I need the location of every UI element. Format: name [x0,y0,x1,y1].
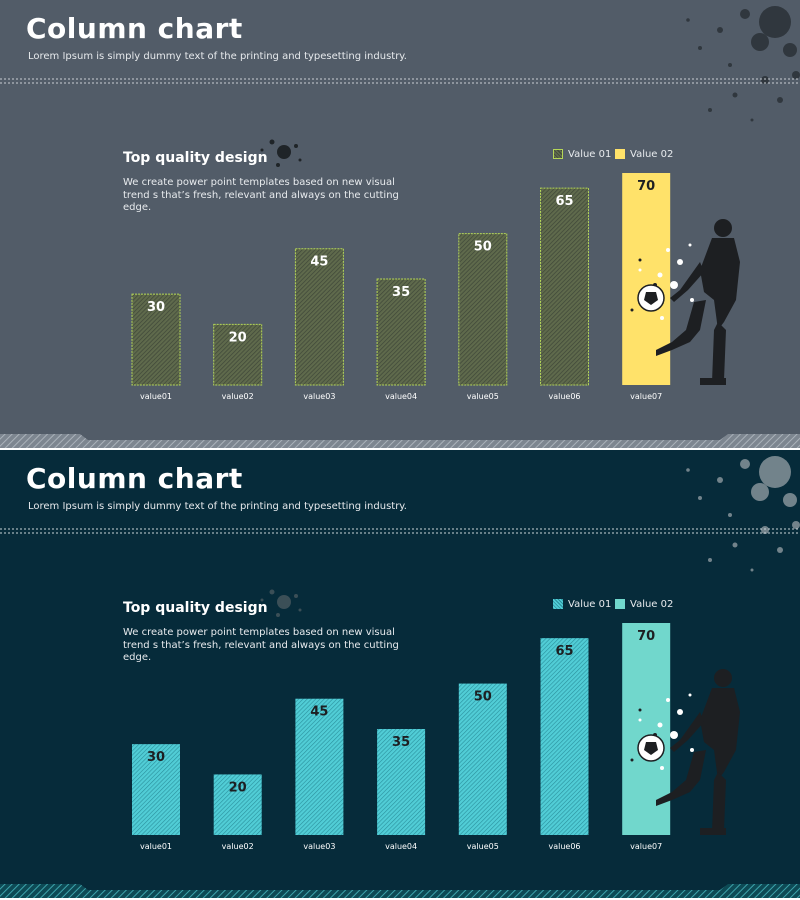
data-label-value06: 65 [555,644,573,659]
column-chart: 30 value01 20 value02 45 value03 35 value04 50 va… [132,623,671,851]
x-tick-label-value04: value04 [385,842,417,851]
soccer-player-silhouette [630,219,740,385]
bar-value01 [132,744,180,835]
legend-swatch-value01 [553,599,563,609]
x-tick-label-value07: value07 [630,392,662,401]
bar-value02 [213,774,262,835]
legend-label-value02: Value 02 [630,598,674,610]
data-label-value05: 50 [474,240,492,255]
legend-item-value02: Value 02 [615,597,673,611]
decoration-layer: 30 value01 20 value02 45 value03 35 value04 50 va… [0,6,800,448]
legend-swatch-value02 [615,599,625,609]
column-chart: 30 value01 20 value02 45 value03 35 value04 50 va… [131,173,671,401]
legend-swatch-value01 [553,149,563,159]
x-tick-label-value02: value02 [222,392,254,401]
data-label-value02: 20 [229,330,247,345]
slide-title: Column chart [26,12,243,45]
legend-label-value01: Value 01 [568,148,612,160]
data-label-value06: 65 [555,194,573,209]
slide-subtitle: Lorem Ipsum is simply dummy text of the … [28,501,407,512]
ink-splash-decoration [686,6,800,122]
x-tick-label-value06: value06 [548,842,580,851]
bar-value06 [540,187,589,386]
legend-swatch-value02 [615,149,625,159]
decoration-layer: 30 value01 20 value02 45 value03 35 value04 50 va… [0,456,800,898]
legend-item-value01: Value 01 [553,597,611,611]
data-label-value05: 50 [474,690,492,705]
bar-value04 [376,278,426,386]
legend-label-value01: Value 01 [568,598,612,610]
section-description: We create power point templates based on… [123,177,399,213]
slide-title: Column chart [26,462,243,495]
data-label-value04: 35 [392,285,410,300]
bar-value01 [131,293,181,386]
bar-value03 [294,248,344,386]
data-label-value07: 70 [637,179,655,194]
x-tick-label-value05: value05 [467,842,499,851]
x-tick-label-value07: value07 [630,842,662,851]
bar-value05 [458,683,507,835]
x-tick-label-value01: value01 [140,392,172,401]
bar-value02 [213,323,263,386]
slide-subtitle: Lorem Ipsum is simply dummy text of the … [28,51,407,62]
ink-splash-small [260,589,302,617]
bar-value04 [377,729,426,835]
bar-value05 [458,233,508,386]
x-tick-label-value01: value01 [140,842,172,851]
data-label-value04: 35 [392,735,410,750]
slide-teal: 30 value01 20 value02 45 value03 35 value04 50 va… [0,450,800,898]
section-heading: Top quality design [123,600,268,616]
data-label-value01: 30 [147,300,165,315]
data-label-value01: 30 [147,750,165,765]
x-tick-label-value04: value04 [385,392,417,401]
x-tick-label-value06: value06 [548,392,580,401]
legend-label-value02: Value 02 [630,148,674,160]
x-tick-label-value05: value05 [467,392,499,401]
slide-grey: 30 value01 20 value02 45 value03 35 value04 50 va… [0,0,800,448]
data-label-value03: 45 [310,255,328,270]
x-tick-label-value02: value02 [222,842,254,851]
section-heading: Top quality design [123,150,268,166]
data-label-value07: 70 [637,629,655,644]
x-tick-label-value03: value03 [303,842,335,851]
legend-item-value01: Value 01 [553,147,611,161]
x-tick-label-value03: value03 [303,392,335,401]
bar-value06 [540,638,589,835]
legend-item-value02: Value 02 [615,147,673,161]
ink-splash-decoration [686,456,800,572]
data-label-value02: 20 [229,780,247,795]
ink-splash-small [260,139,302,167]
data-label-value03: 45 [310,705,328,720]
soccer-player-silhouette [630,669,740,835]
bar-value03 [295,698,344,835]
section-description: We create power point templates based on… [123,627,399,663]
